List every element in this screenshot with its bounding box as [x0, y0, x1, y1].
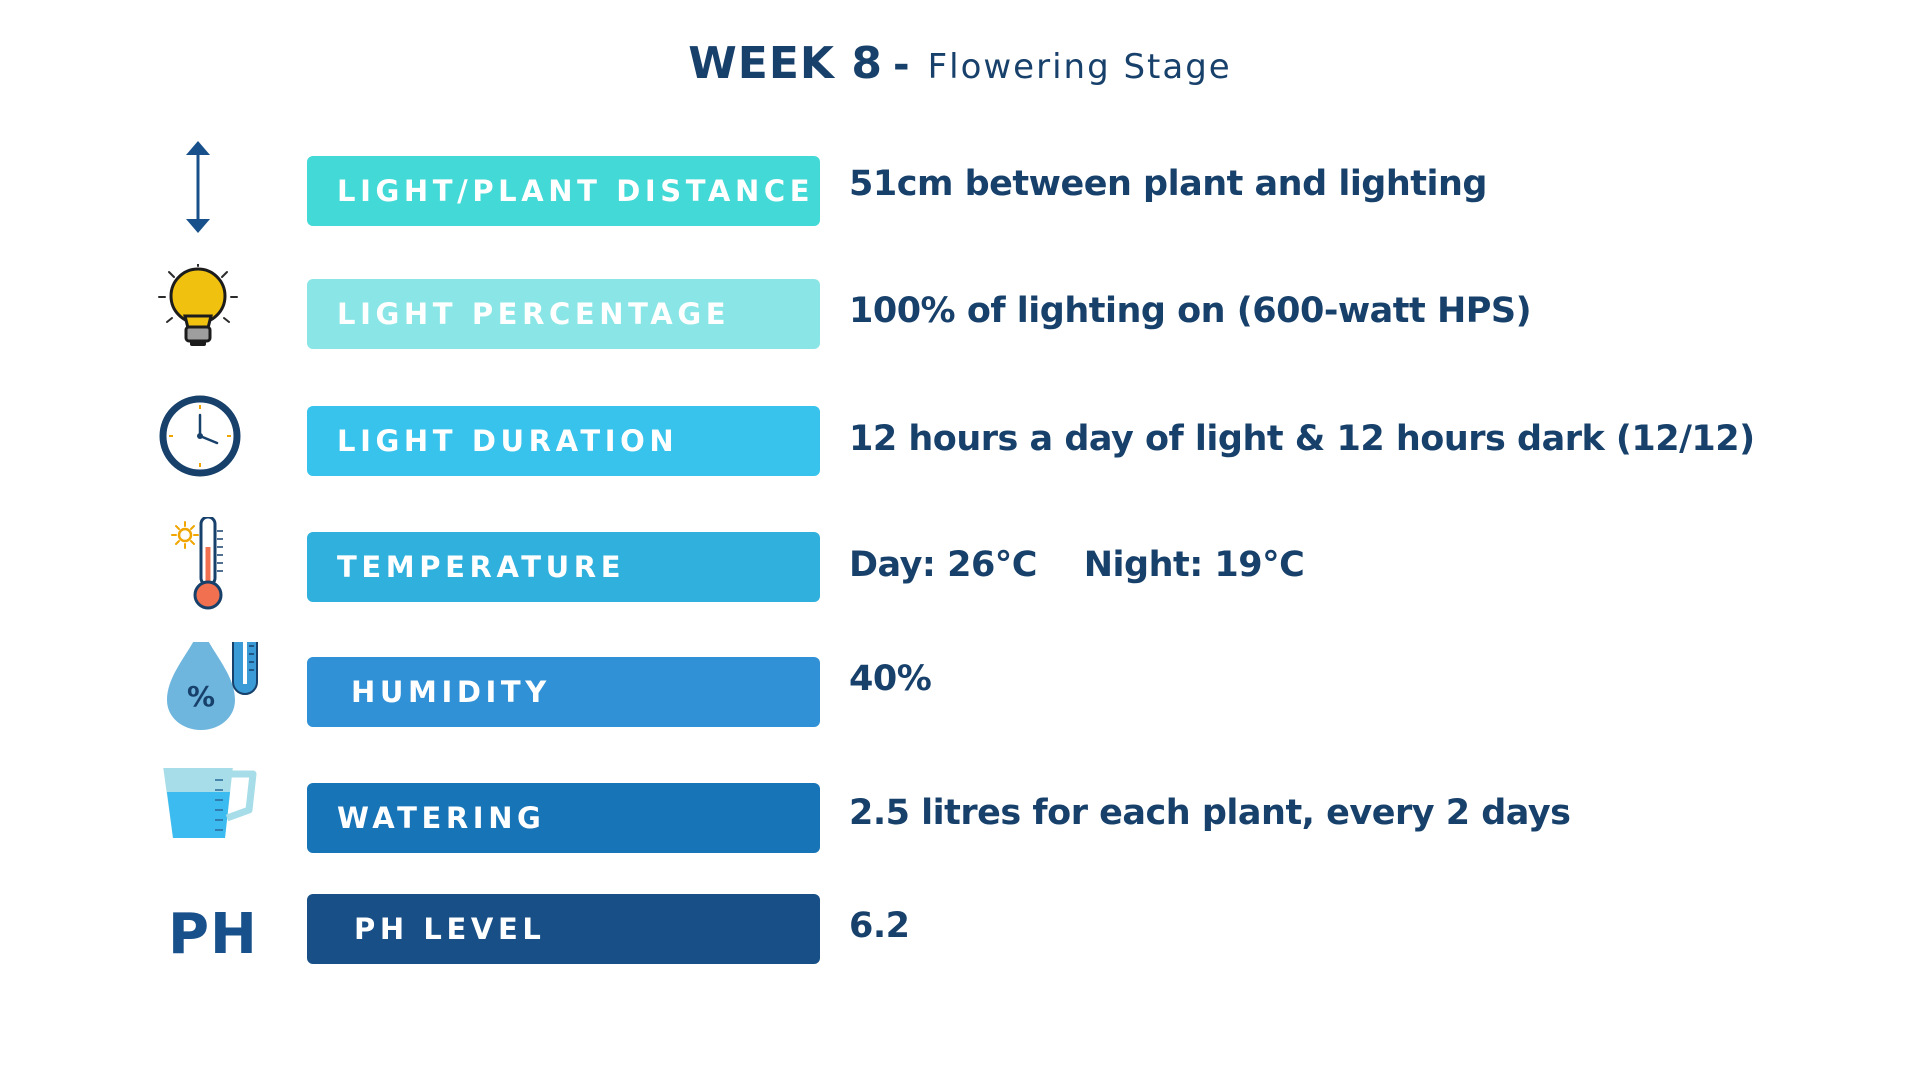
stage-subtitle: Flowering Stage	[927, 47, 1232, 87]
title-separator: -	[892, 42, 910, 88]
label-temperature: TEMPERATURE	[307, 532, 820, 602]
value-light-duration: 12 hours a day of light & 12 hours dark …	[849, 419, 1755, 459]
row-watering: WATERING 2.5 litres for each plant, ever…	[0, 768, 1920, 853]
label-light-percentage: LIGHT PERCENTAGE	[307, 279, 820, 349]
row-light-duration: LIGHT DURATION 12 hours a day of light &…	[0, 395, 1920, 477]
value-light-percentage: 100% of lighting on (600-watt HPS)	[849, 291, 1532, 331]
value-light-plant-distance: 51cm between plant and lighting	[849, 164, 1487, 204]
value-ph-level: 6.2	[849, 906, 910, 946]
value-watering: 2.5 litres for each plant, every 2 days	[849, 793, 1571, 833]
value-temperature: Day: 26°C Night: 19°C	[849, 545, 1305, 585]
svg-text:%: %	[187, 680, 215, 713]
label-light-plant-distance: LIGHT/PLANT DISTANCE	[307, 156, 820, 226]
row-temperature: TEMPERATURE Day: 26°C Night: 19°C	[0, 517, 1920, 610]
row-light-plant-distance: LIGHT/PLANT DISTANCE 51cm between plant …	[0, 141, 1920, 233]
thermometer-icon	[155, 517, 265, 617]
value-humidity: 40%	[849, 659, 932, 699]
lightbulb-icon	[155, 264, 265, 364]
row-light-percentage: LIGHT PERCENTAGE 100% of lighting on (60…	[0, 264, 1920, 349]
label-ph-level: PH LEVEL	[307, 894, 820, 964]
row-humidity: % HUMIDITY 40%	[0, 642, 1920, 730]
humidity-drop-icon: %	[155, 642, 265, 742]
label-light-duration: LIGHT DURATION	[307, 406, 820, 476]
label-watering: WATERING	[307, 783, 820, 853]
week-heading: WEEK 8	[688, 38, 883, 89]
clock-icon	[155, 391, 265, 491]
ph-text-icon: PH	[168, 902, 278, 1002]
ph-icon-text: PH	[168, 902, 258, 967]
page-title: WEEK 8- Flowering Stage	[0, 38, 1920, 89]
measuring-jug-icon	[155, 768, 265, 868]
label-humidity: HUMIDITY	[307, 657, 820, 727]
vertical-arrows-icon	[155, 141, 265, 241]
row-ph-level: PH PH LEVEL 6.2	[0, 894, 1920, 967]
